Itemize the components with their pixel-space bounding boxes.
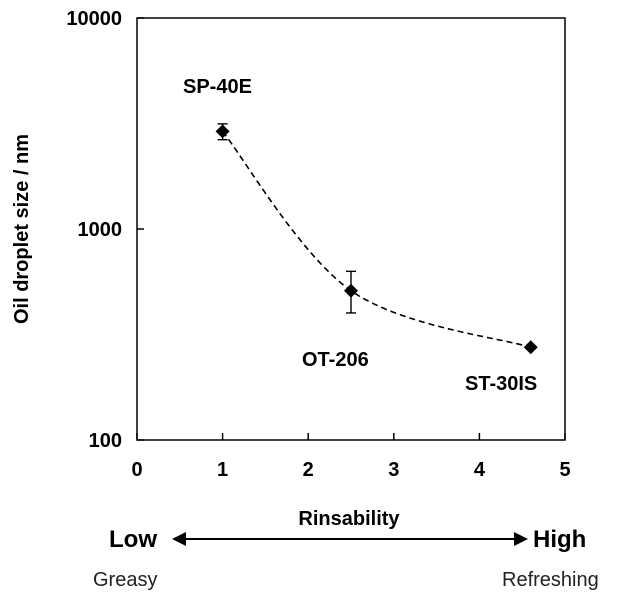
point-label-sp-40e: SP-40E xyxy=(183,76,252,98)
y-axis-title: Oil droplet size / nm xyxy=(11,134,33,324)
point-label-st-30is: ST-30IS xyxy=(465,373,537,395)
x-tick-label: 0 xyxy=(131,459,142,481)
y-tick-label: 100 xyxy=(89,430,122,452)
x-tick-label: 2 xyxy=(303,459,314,481)
x-tick-label: 1 xyxy=(217,459,228,481)
x-axis-title: Rinsability xyxy=(298,508,400,530)
tick-marks xyxy=(136,17,566,441)
y-tick-label: 10000 xyxy=(66,8,122,30)
data-point-diamond xyxy=(523,340,538,355)
scale-low-desc: Greasy xyxy=(93,569,157,591)
point-label-ot-206: OT-206 xyxy=(302,349,369,371)
x-tick-label: 3 xyxy=(388,459,399,481)
markers xyxy=(215,124,538,355)
scale-high-desc: Refreshing xyxy=(502,569,599,591)
data-point-diamond xyxy=(215,124,230,139)
x-tick-label: 5 xyxy=(559,459,570,481)
double-arrow-icon xyxy=(172,532,528,546)
data-point-diamond xyxy=(344,283,358,298)
y-tick-label: 1000 xyxy=(78,219,123,241)
scale-low-label: Low xyxy=(109,526,157,553)
trend-line xyxy=(221,130,531,349)
x-tick-label: 4 xyxy=(474,459,486,481)
scale-high-label: High xyxy=(533,526,586,553)
error-bars xyxy=(217,123,356,314)
